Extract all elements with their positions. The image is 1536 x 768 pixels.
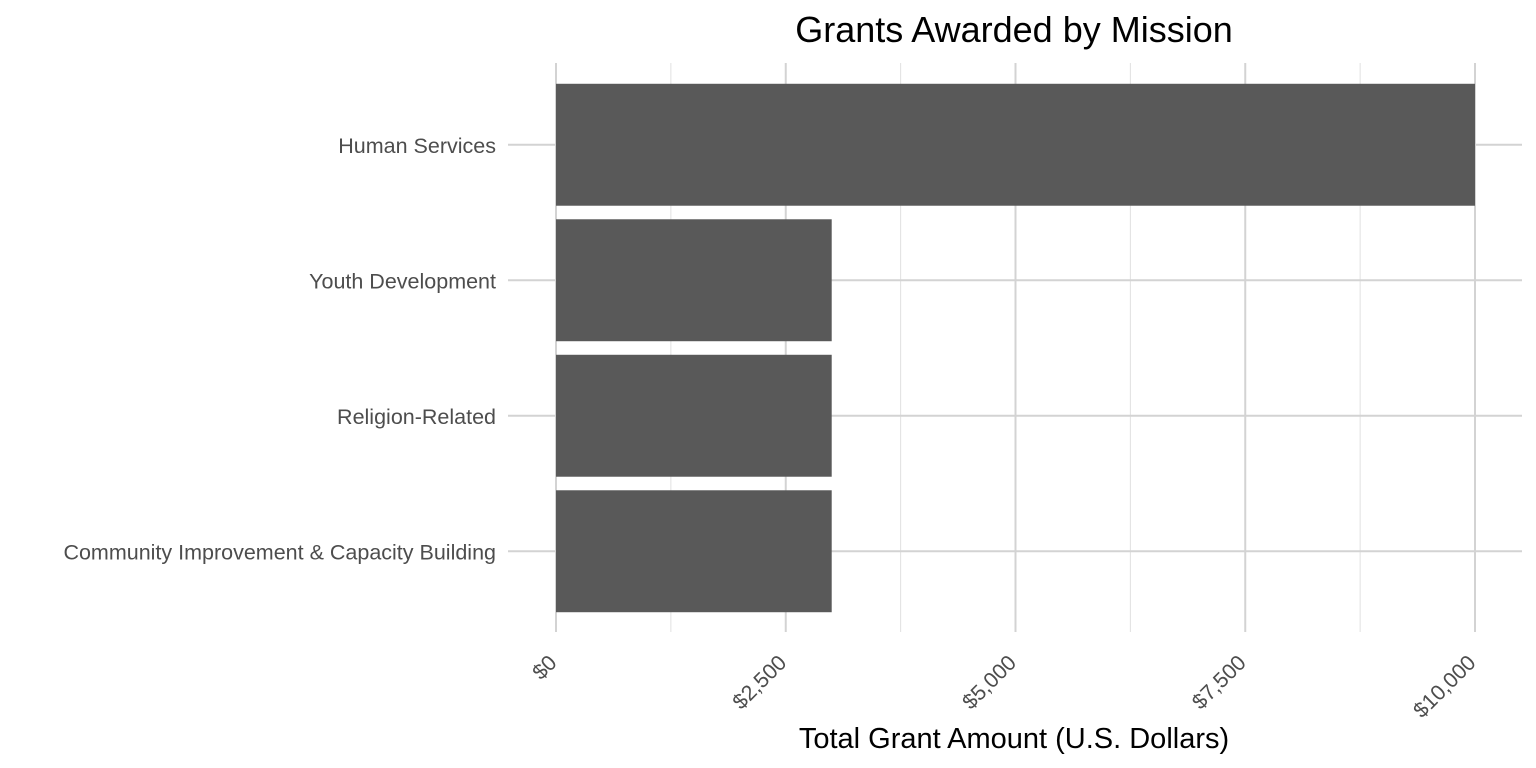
- category-labels: Human Services Youth Development Religion-…: [63, 134, 496, 565]
- category-label: Human Services: [338, 134, 496, 158]
- x-tick-label: $0: [528, 651, 562, 685]
- x-tick-labels: $0 $2,500 $5,000 $7,500 $10,000: [528, 651, 1481, 723]
- x-tick-label: $10,000: [1409, 651, 1481, 723]
- bar: [556, 490, 832, 613]
- category-label: Religion-Related: [337, 405, 496, 429]
- x-tick-label: $2,500: [728, 651, 791, 715]
- bars-layer: [556, 83, 1475, 613]
- category-label: Community Improvement & Capacity Buildin…: [63, 540, 496, 564]
- bar: [556, 354, 832, 477]
- category-label: Youth Development: [309, 269, 496, 293]
- bar: [556, 219, 832, 342]
- x-tick-label: $7,500: [1187, 651, 1251, 715]
- x-tick-label: $5,000: [958, 651, 1021, 715]
- bar: [556, 83, 1475, 206]
- x-axis-title: Total Grant Amount (U.S. Dollars): [799, 723, 1229, 755]
- chart-title: Grants Awarded by Mission: [795, 9, 1233, 50]
